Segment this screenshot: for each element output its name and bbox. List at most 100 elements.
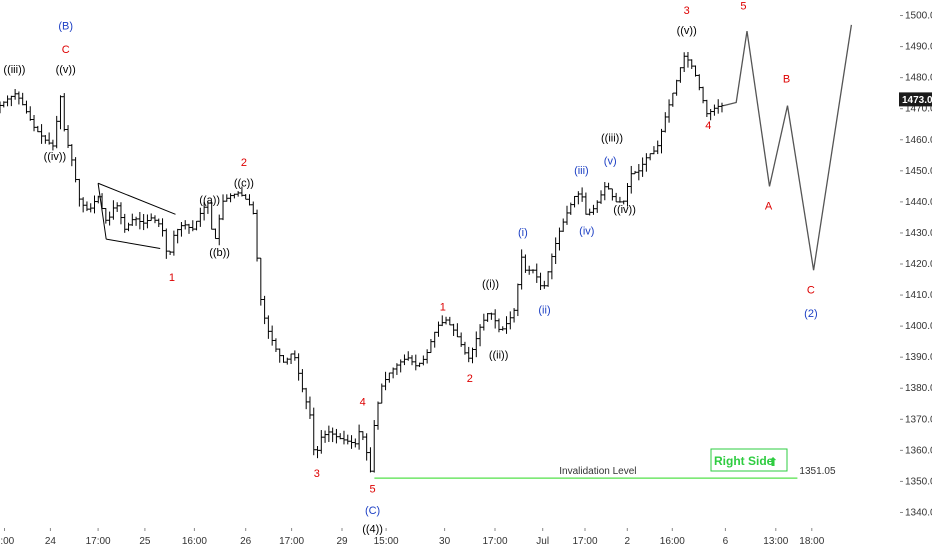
- ohlc-bar: [50, 139, 55, 151]
- ohlc-bar: [239, 186, 244, 197]
- ohlc-bar: [580, 187, 585, 202]
- wave-label: ((iii)): [601, 132, 623, 144]
- time-tick-label: 18:00: [799, 536, 824, 547]
- time-tick-label: Jul: [536, 536, 549, 547]
- ohlc-bar: [478, 324, 483, 347]
- triangle-line: [97, 182, 176, 215]
- wave-label: A: [765, 201, 773, 213]
- ohlc-bar: [655, 140, 660, 155]
- ohlc-bar: [39, 124, 44, 144]
- ohlc-bar: [587, 208, 592, 216]
- ohlc-bar: [251, 201, 256, 215]
- time-tick-label: 17:00: [482, 536, 507, 547]
- time-tick-label: 17:00: [279, 536, 304, 547]
- wave-labels: ((iii)) (B) C ((v)) ((iv)) 2 ((c)) ((a)) ((b)) 1 3…: [3, 0, 817, 536]
- wave-label: B: [783, 73, 790, 85]
- ohlc-bar: [640, 157, 645, 177]
- ohlc-bar: [247, 194, 252, 206]
- price-tick-label: 1470.00: [905, 104, 932, 115]
- price-axis: 1340.00 1350.00 1360.00 1370.00 1380.00 1390.…: [900, 0, 932, 550]
- ohlc-bar: [470, 347, 475, 364]
- ohlc-bar: [156, 218, 161, 228]
- ohlc-bar: [228, 193, 233, 203]
- ohlc-bar: [243, 194, 248, 200]
- ohlc-bar: [568, 202, 573, 215]
- ohlc-bar: [187, 223, 191, 234]
- ohlc-bar: [489, 312, 494, 320]
- ohlc-bar: [141, 214, 146, 231]
- ohlc-bar: [455, 323, 460, 338]
- time-tick-label: 13:00: [763, 536, 788, 547]
- ohlc-bar: [323, 430, 328, 443]
- ohlc-bar: [663, 112, 668, 133]
- ohlc-bar: [372, 420, 377, 473]
- ohlc-bar: [330, 427, 335, 443]
- ohlc-bar: [617, 196, 622, 203]
- ohlc-bar: [209, 201, 214, 230]
- invalidation-value: 1351.05: [799, 466, 836, 477]
- ohlc-bar: [689, 59, 694, 69]
- ohlc-bar: [629, 165, 634, 194]
- wave-label: ((iii)): [3, 64, 25, 76]
- ohlc-bar: [413, 354, 418, 371]
- ohlc-bar: [47, 132, 52, 145]
- ohlc-bar: [621, 200, 626, 205]
- ohlc-bar: [152, 215, 157, 224]
- ohlc-bar: [591, 204, 596, 215]
- ohlc-bar: [648, 153, 653, 161]
- ohlc-bar: [459, 332, 464, 347]
- ohlc-bar: [84, 201, 89, 212]
- ohlc-bar: [270, 325, 275, 346]
- ohlc-bar: [534, 263, 539, 283]
- ohlc-bar: [341, 430, 346, 445]
- time-tick-label: 29: [336, 536, 348, 547]
- ohlc-bar: [289, 353, 294, 365]
- ohlc-bar: [205, 201, 210, 214]
- ohlc-bar: [572, 195, 577, 208]
- ohlc-bar: [440, 315, 445, 327]
- ohlc-bar: [224, 194, 229, 202]
- ohlc-bar: [32, 114, 37, 132]
- invalidation-label: Invalidation Level: [559, 466, 636, 477]
- wave-label: ((4)): [362, 524, 383, 536]
- up-arrow-icon: ⬆: [768, 455, 778, 469]
- ohlc-bar: [436, 321, 441, 337]
- wave-label: (i): [518, 227, 528, 239]
- ohlc-bar: [625, 183, 630, 207]
- ohlc-bar: [549, 253, 554, 280]
- ohlc-bar: [512, 308, 517, 323]
- wave-label: 5: [370, 483, 376, 495]
- ohlc-bar: [674, 79, 679, 96]
- ohlc-bar: [16, 91, 21, 105]
- ohlc-bar: [614, 192, 619, 203]
- ohlc-bar: [232, 193, 237, 199]
- ohlc-bar: [262, 295, 267, 325]
- ohlc-bar: [24, 100, 29, 114]
- time-axis: 7:002417:002516:002617:002915:003017:00J…: [0, 528, 825, 547]
- time-tick-label: 25: [139, 536, 151, 547]
- ohlc-bar: [527, 265, 532, 275]
- wave-label: 5: [740, 0, 746, 12]
- ohlc-bar: [171, 230, 176, 256]
- ohlc-bar: [394, 363, 399, 375]
- ohlc-bar: [697, 74, 702, 91]
- ohlc-bar: [81, 197, 86, 213]
- ohlc-bar: [485, 312, 490, 322]
- invalidation-level: Invalidation Level 1351.05: [374, 466, 836, 479]
- ohlc-bar: [349, 435, 354, 449]
- ohlc-bar: [338, 433, 343, 440]
- ohlc-bar: [546, 271, 551, 287]
- wave-label: ((a)): [199, 194, 220, 206]
- ohlc-bar: [428, 338, 433, 354]
- ohlc-bar: [145, 214, 150, 229]
- ohlc-bar: [542, 280, 547, 289]
- ohlc-bar: [221, 194, 226, 221]
- current-price-tag: 1473.00: [899, 92, 932, 107]
- wave-label: ((iv)): [44, 151, 67, 163]
- ohlc-bar: [606, 182, 611, 190]
- ohlc-bar: [565, 205, 569, 225]
- ohlc-bar: [444, 316, 449, 325]
- wave-label: (iii): [574, 165, 589, 177]
- ohlc-bar: [530, 269, 535, 274]
- ohlc-bar: [236, 191, 241, 197]
